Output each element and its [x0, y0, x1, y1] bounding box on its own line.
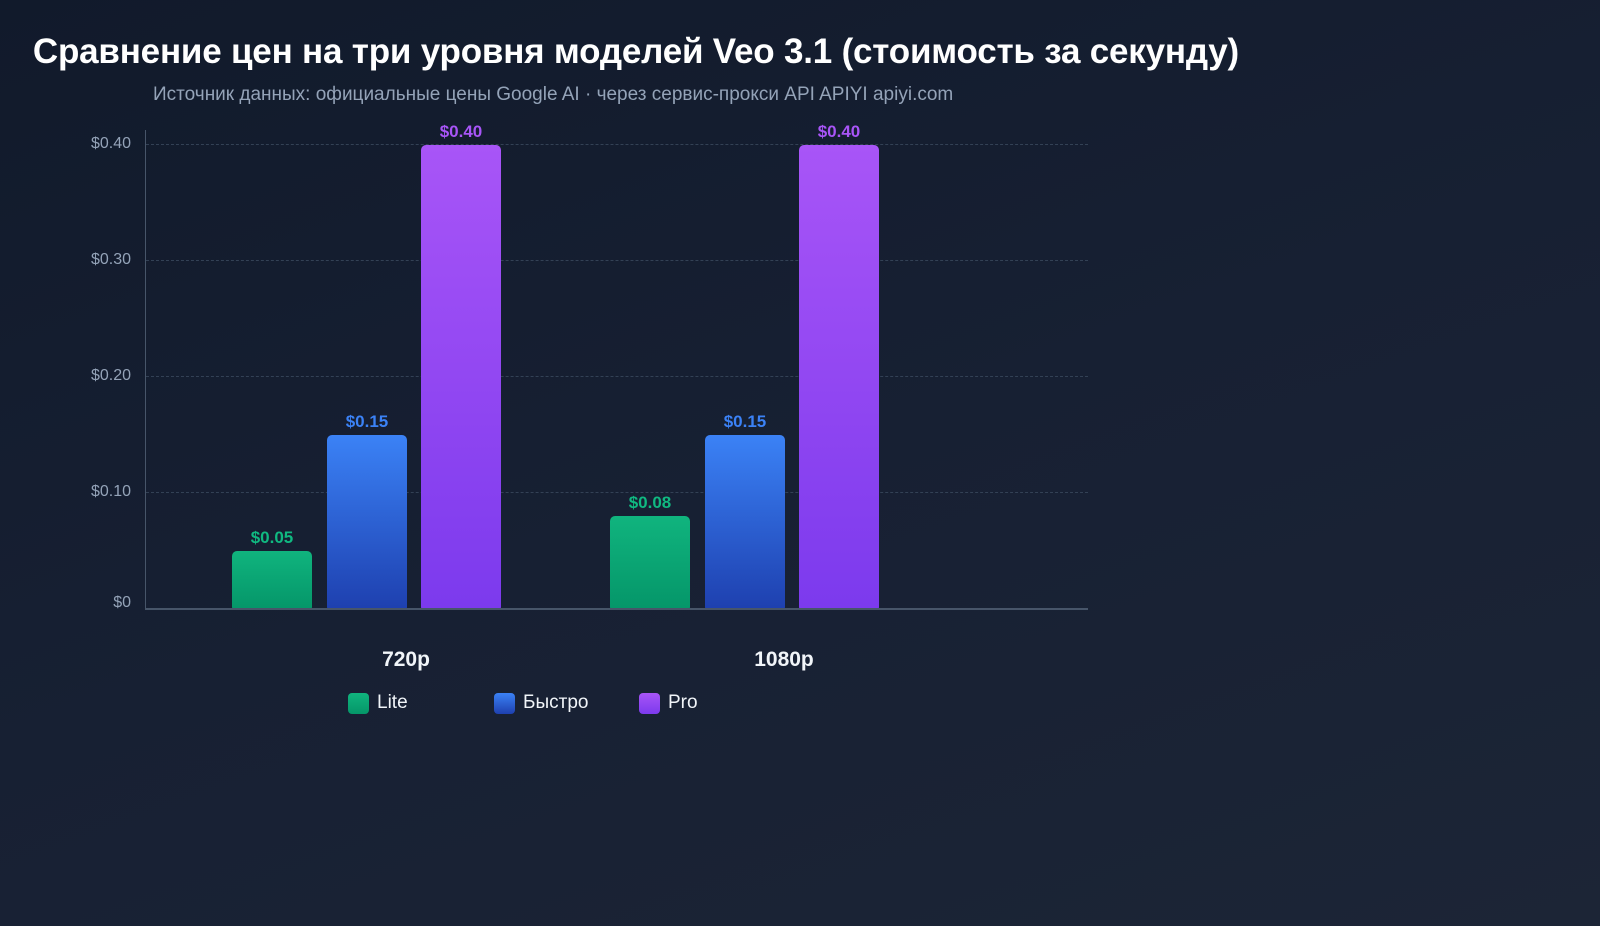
y-tick-label: $0.40 — [90, 135, 131, 152]
y-tick-label: $0.30 — [90, 251, 131, 268]
category-label-720p: 720p — [382, 648, 430, 671]
x-axis — [145, 608, 1088, 610]
legend-label: Lite — [377, 692, 408, 713]
y-tick-label: $0.10 — [90, 483, 131, 500]
bar-1080p-fast[interactable] — [705, 435, 785, 609]
category-label-1080p: 1080p — [754, 648, 814, 671]
bar-720p-lite[interactable] — [232, 551, 312, 609]
chart-title-container: Сравнение цен на три уровня моделей Veo … — [0, 32, 1239, 76]
legend-item-pro[interactable]: Pro — [639, 692, 698, 714]
value-label-720p-lite: $0.05 — [250, 528, 294, 547]
gridline-0.20 — [146, 376, 1088, 377]
bar-720p-fast[interactable] — [327, 435, 407, 609]
legend-label: Pro — [668, 692, 698, 713]
value-label-1080p-fast: $0.15 — [723, 412, 767, 431]
value-label-1080p-lite: $0.08 — [628, 493, 672, 512]
chart-subtitle: Источник данных: официальные цены Google… — [153, 84, 954, 105]
gridline-0.30 — [146, 260, 1088, 261]
gridline-0.40 — [146, 144, 1088, 145]
legend-label: Быстро — [523, 692, 589, 713]
bar-1080p-lite[interactable] — [610, 516, 690, 609]
y-tick-label: $0.20 — [90, 367, 131, 384]
legend: Lite Быстро Pro — [348, 692, 698, 714]
y-axis — [145, 130, 146, 609]
legend-swatch-lite-icon — [348, 692, 369, 714]
value-label-720p-fast: $0.15 — [345, 412, 389, 431]
chart-title: Сравнение цен на три уровня моделей Veo … — [32, 32, 1239, 71]
legend-item-fast[interactable]: Быстро — [494, 692, 639, 714]
gridline-0.10 — [146, 492, 1088, 493]
y-tick-label: $0 — [113, 594, 131, 611]
legend-swatch-fast-icon — [494, 692, 515, 714]
legend-item-lite[interactable]: Lite — [348, 692, 494, 714]
bar-1080p-pro[interactable] — [799, 145, 879, 609]
bar-720p-pro[interactable] — [421, 145, 501, 609]
value-label-1080p-pro: $0.40 — [817, 122, 861, 141]
value-label-720p-pro: $0.40 — [439, 122, 483, 141]
legend-swatch-pro-icon — [639, 692, 660, 714]
